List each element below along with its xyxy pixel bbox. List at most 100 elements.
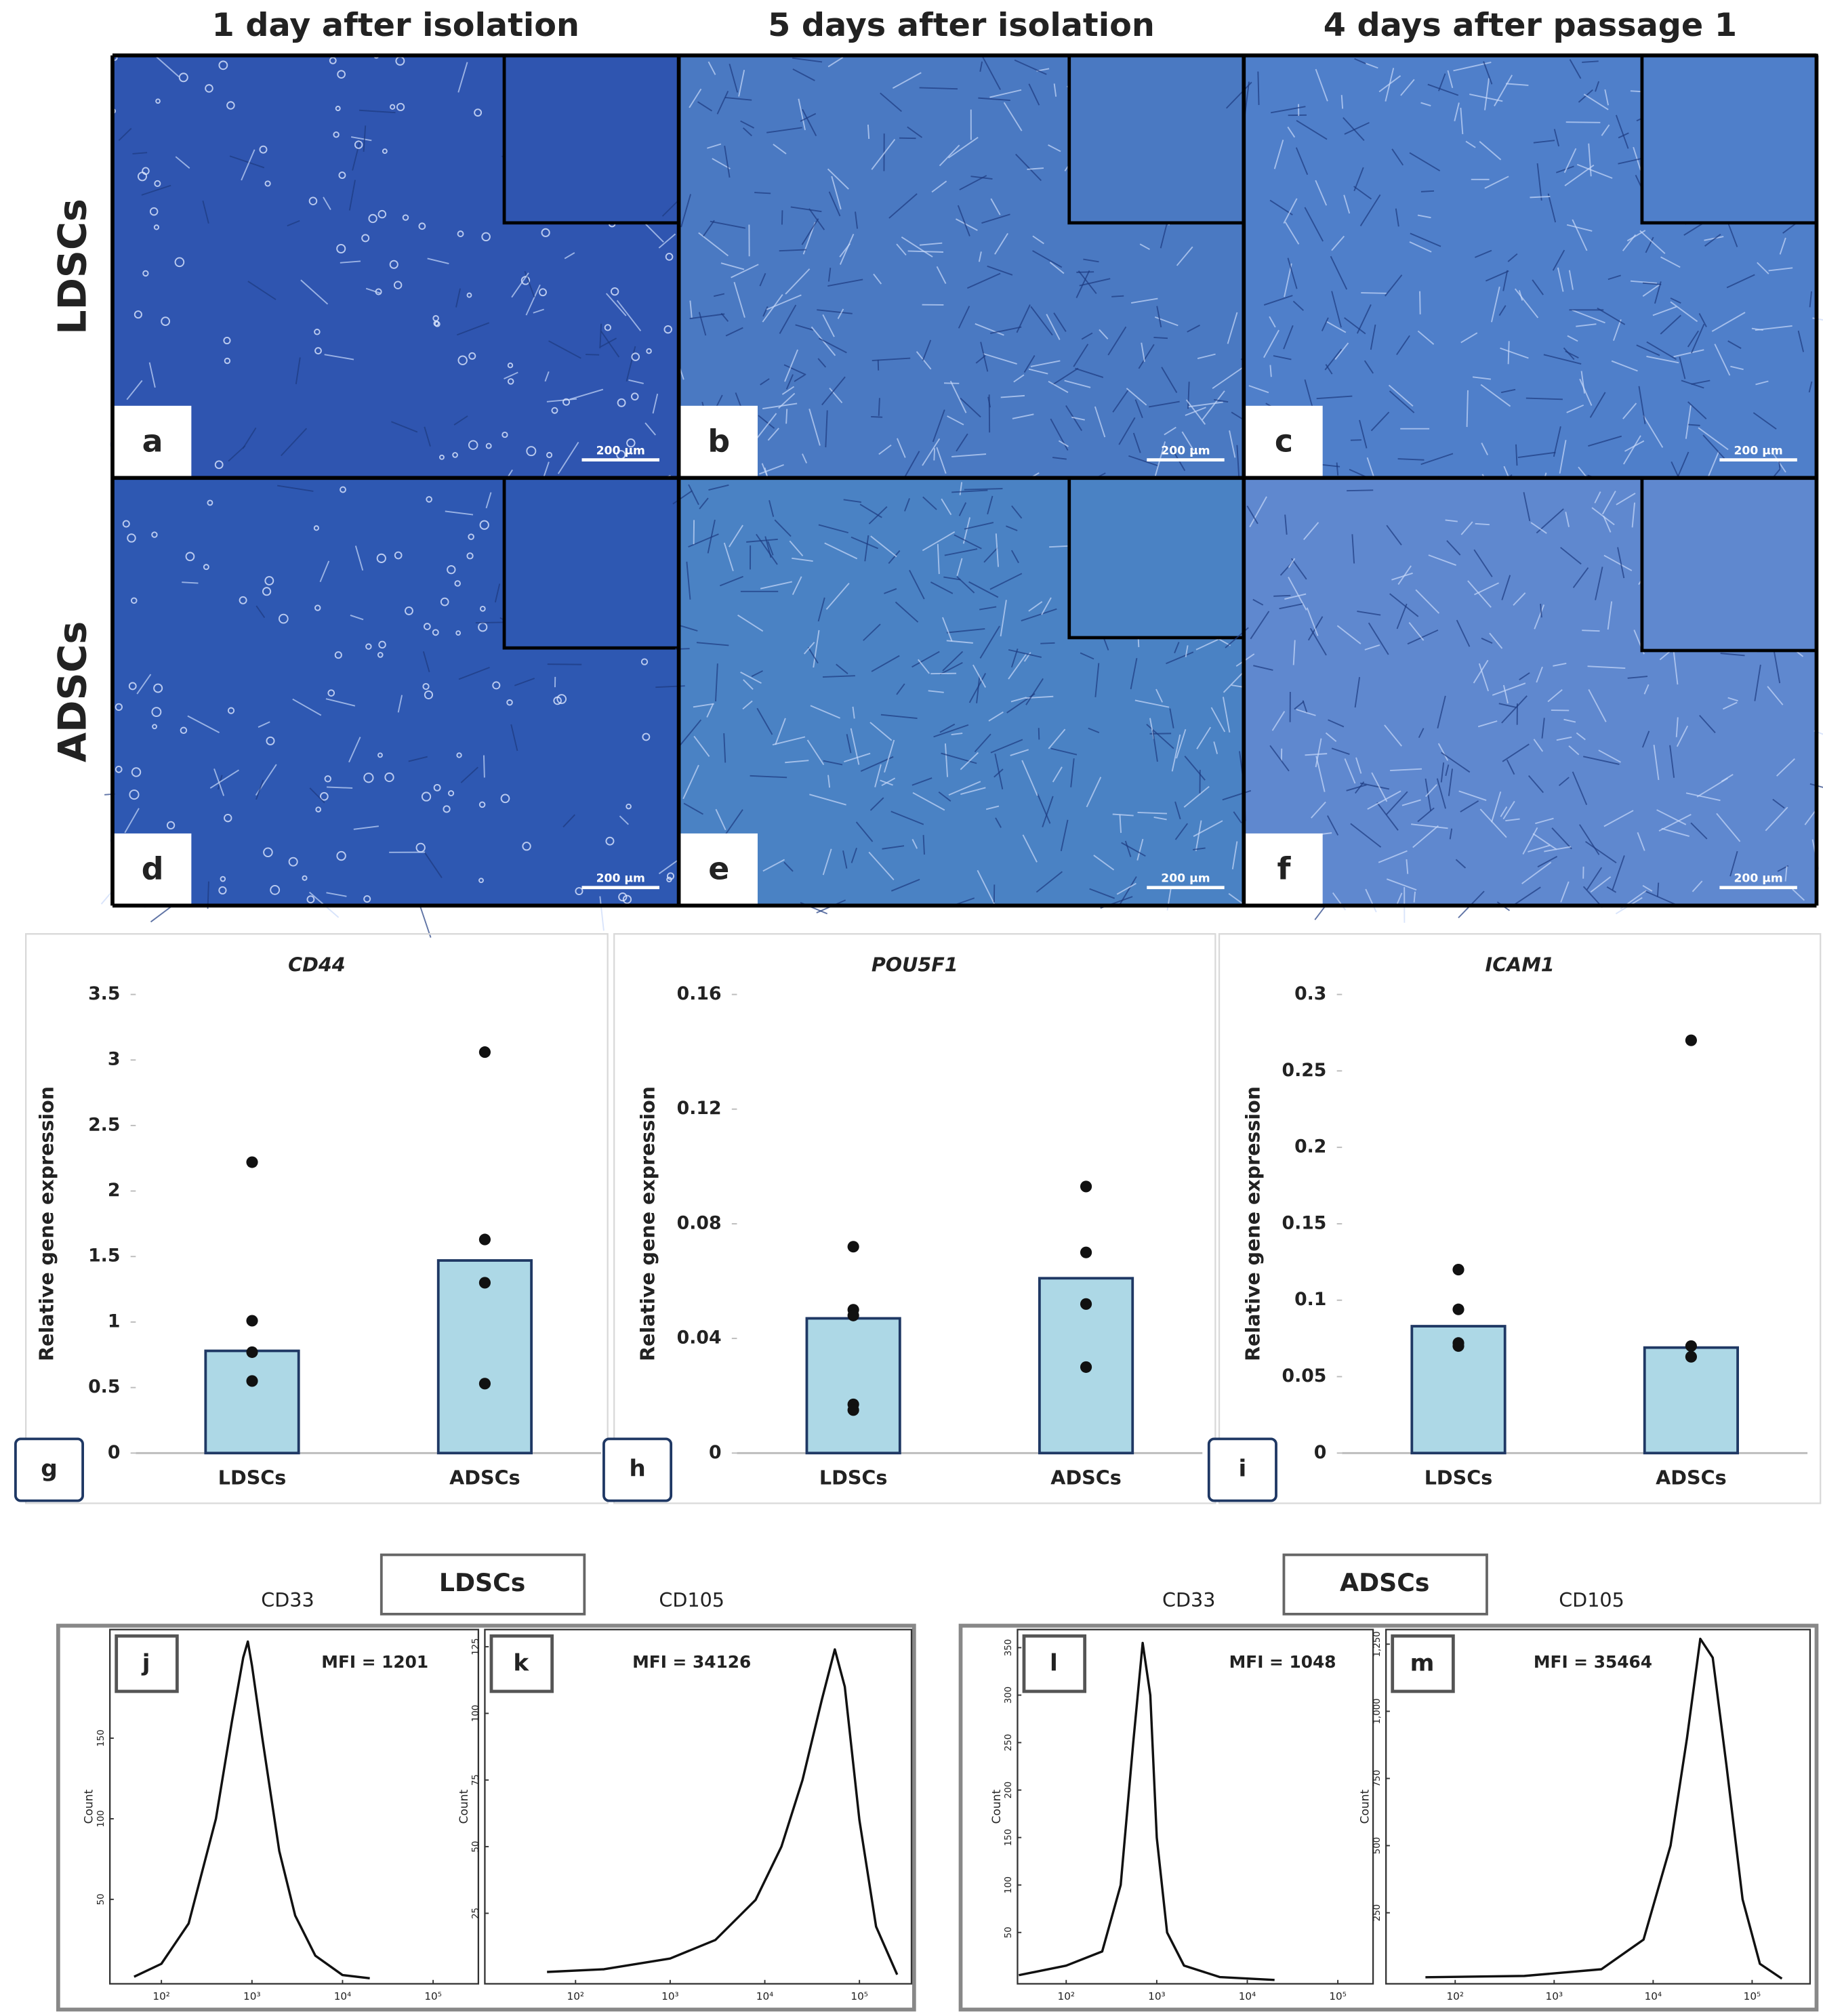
cell xyxy=(241,149,255,181)
cell xyxy=(1409,241,1432,253)
cell xyxy=(938,791,951,802)
cell xyxy=(827,268,832,282)
cell xyxy=(1397,565,1412,585)
histogram-curve xyxy=(1019,1641,1275,1981)
cell xyxy=(1164,426,1176,436)
cell xyxy=(202,200,209,224)
cell xyxy=(1052,457,1067,460)
cell xyxy=(1396,335,1410,356)
cell xyxy=(844,752,871,763)
annotation: MFI = 1201 xyxy=(321,1652,428,1672)
cell xyxy=(1222,789,1252,801)
cell xyxy=(1579,378,1593,406)
cell xyxy=(224,814,232,823)
cell xyxy=(1306,607,1319,636)
cell xyxy=(207,499,213,506)
cell xyxy=(1544,846,1572,852)
cell xyxy=(663,325,672,334)
cell xyxy=(324,775,331,783)
cell xyxy=(824,542,858,560)
cell xyxy=(759,464,784,475)
cell xyxy=(377,652,384,658)
cell xyxy=(980,342,989,372)
cell xyxy=(423,623,431,630)
cell xyxy=(946,628,985,634)
x-tick-label: ADSCs xyxy=(449,1466,520,1489)
cell xyxy=(604,324,611,331)
cell xyxy=(1576,732,1586,741)
cell xyxy=(1772,798,1785,809)
cell xyxy=(1370,324,1376,350)
cell xyxy=(979,606,997,611)
cell xyxy=(142,270,149,277)
cell xyxy=(1010,697,1027,703)
cell xyxy=(756,707,773,735)
cell xyxy=(994,232,1008,255)
cell xyxy=(767,428,779,441)
cell xyxy=(809,794,846,806)
cell xyxy=(933,724,969,738)
cell xyxy=(1385,274,1403,297)
cell xyxy=(772,736,806,746)
cell xyxy=(500,794,510,804)
x-tick-label: 10⁴ xyxy=(1239,1990,1256,2002)
cell xyxy=(501,431,508,438)
cell xyxy=(1146,724,1174,749)
cell xyxy=(975,323,1004,336)
cell xyxy=(1407,629,1439,645)
cell xyxy=(1284,514,1288,535)
cell xyxy=(810,705,840,719)
cell xyxy=(630,392,639,400)
x-tick-label: 10⁵ xyxy=(1329,1990,1347,2002)
cell xyxy=(978,97,1010,102)
cell xyxy=(1716,812,1741,842)
cell xyxy=(126,379,143,400)
cell xyxy=(239,596,247,604)
cell xyxy=(1287,126,1296,138)
cell xyxy=(912,791,945,811)
cell xyxy=(767,541,774,556)
cell xyxy=(1440,762,1445,783)
x-tick-label: 10⁵ xyxy=(1744,1990,1761,2002)
cell xyxy=(1296,119,1328,140)
cell xyxy=(839,234,855,265)
cell xyxy=(754,192,771,194)
row-label: ADSCs xyxy=(50,621,95,762)
cell xyxy=(118,127,132,142)
cell xyxy=(617,398,626,407)
cell xyxy=(1273,355,1292,361)
cell xyxy=(359,109,396,114)
cell xyxy=(1136,838,1144,861)
y-tick-label: 0 xyxy=(1314,1442,1327,1463)
cell xyxy=(1501,695,1528,724)
cell xyxy=(1141,342,1145,362)
cell xyxy=(557,442,579,474)
cell xyxy=(1460,800,1479,812)
cell xyxy=(912,651,940,668)
cell xyxy=(1094,406,1106,438)
cell xyxy=(1099,329,1109,340)
cell xyxy=(888,550,901,564)
cell xyxy=(1386,524,1402,546)
panel-letter-box xyxy=(680,405,758,477)
cell xyxy=(510,724,518,752)
cell xyxy=(813,630,820,668)
cell xyxy=(1134,699,1170,708)
cell xyxy=(947,136,979,159)
cell xyxy=(1579,824,1600,855)
cell xyxy=(1809,783,1823,788)
panel-letter-box xyxy=(113,833,192,905)
cell xyxy=(1081,332,1093,340)
cell xyxy=(453,415,468,426)
cell xyxy=(1128,455,1158,467)
cell xyxy=(1448,768,1453,796)
cell xyxy=(1460,521,1473,535)
cell xyxy=(742,700,753,710)
panel-letter: j xyxy=(141,1650,150,1677)
cell xyxy=(1642,885,1653,892)
cell xyxy=(680,194,691,228)
cell xyxy=(828,191,841,217)
cell xyxy=(1386,878,1417,891)
cell xyxy=(131,767,142,777)
cell xyxy=(1395,208,1399,227)
